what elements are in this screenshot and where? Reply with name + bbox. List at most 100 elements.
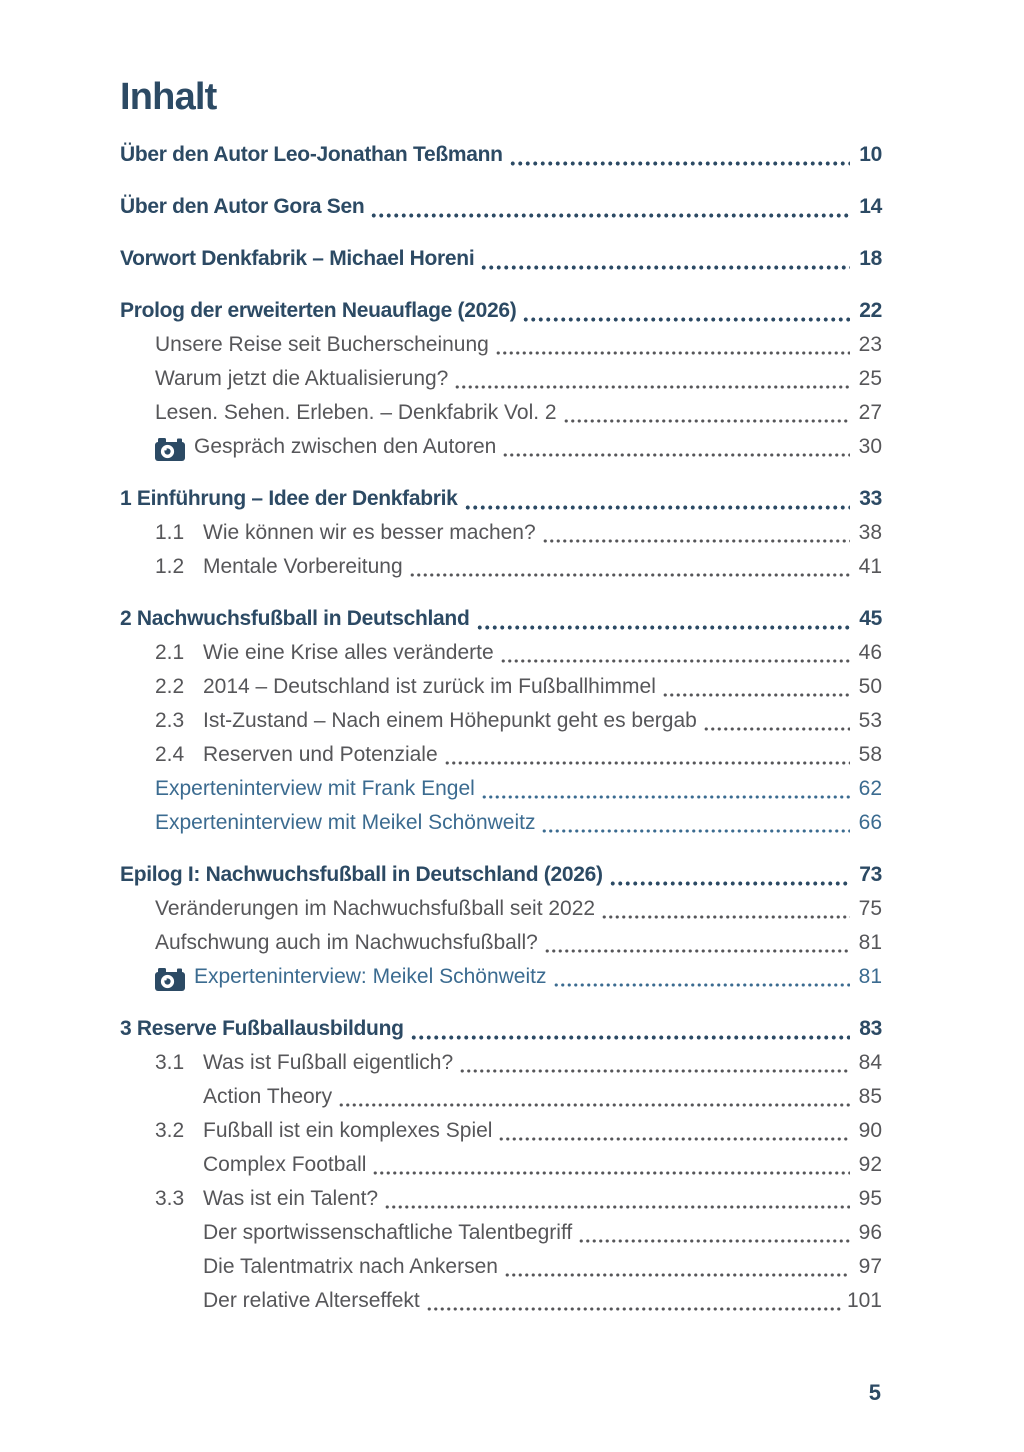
toc-entry: 1 Einführung – Idee der Denkfabrik 33 [120, 482, 882, 516]
toc-entry: 3.2 Fußball ist ein komplexes Spiel 90 [120, 1114, 882, 1148]
toc-entry: Complex Football 92 [120, 1148, 882, 1182]
toc-entry-label: Prolog der erweiterten Neuauflage (2026) [120, 299, 517, 322]
toc-entry-page-number: 33 [859, 487, 882, 510]
toc-entry-label: Die Talentmatrix nach Ankersen [203, 1255, 498, 1278]
toc-entry: 1.2 Mentale Vorbereitung 41 [120, 550, 882, 584]
toc-entry-label: Experteninterview: Meikel Schönweitz [194, 965, 547, 988]
toc-entry-page-number: 38 [858, 521, 882, 544]
toc-entry-page-number: 25 [858, 367, 882, 390]
toc-entry-number: 1.1 [155, 521, 185, 544]
toc-entry: Vorwort Denkfabrik – Michael Horeni 18 [120, 242, 882, 276]
toc-entry-page-number: 96 [858, 1221, 882, 1244]
toc-entry-page-number: 97 [858, 1255, 882, 1278]
toc-entry: Über den Autor Gora Sen 14 [120, 190, 882, 224]
camera-icon [155, 967, 185, 991]
toc-entry: Der sportwissenschaftliche Talentbegriff… [120, 1216, 882, 1250]
toc-entry-page-number: 73 [859, 863, 882, 886]
toc-entry-label: Fußball ist ein komplexes Spiel [203, 1119, 493, 1142]
toc-entry-label: Wie eine Krise alles veränderte [203, 641, 494, 664]
toc-entry-page-number: 14 [859, 195, 882, 218]
toc-entry-label: Was ist ein Talent? [203, 1187, 379, 1210]
toc-entry-page-number: 18 [859, 247, 882, 270]
toc-entry-label: Lesen. Sehen. Erleben. – Denkfabrik Vol.… [155, 401, 557, 424]
toc-entry: Experteninterview mit Frank Engel 62 [120, 772, 882, 806]
toc-entry: Aufschwung auch im Nachwuchsfußball? 81 [120, 926, 882, 960]
page-title: Inhalt [120, 76, 217, 118]
toc-entry: Action Theory 85 [120, 1080, 882, 1114]
dotted-leader [562, 419, 850, 423]
toc-entry-page-number: 27 [858, 401, 882, 424]
dotted-leader [608, 881, 850, 886]
toc-entry-label: Über den Autor Gora Sen [120, 195, 365, 218]
toc-entry-number: 3.1 [155, 1051, 185, 1074]
dotted-leader [498, 1137, 850, 1141]
toc-entry-label: Vorwort Denkfabrik – Michael Horeni [120, 247, 475, 270]
toc-entry: Lesen. Sehen. Erleben. – Denkfabrik Vol.… [120, 396, 882, 430]
toc-entry: 3.1 Was ist Fußball eigentlich? 84 [120, 1046, 882, 1080]
toc-entry: 2.4 Reserven und Potenziale 58 [120, 738, 882, 772]
toc-entry: 2.3 Ist-Zustand – Nach einem Höhepunkt ge… [120, 704, 882, 738]
toc-entry-label: Der sportwissenschaftliche Talentbegriff [203, 1221, 573, 1244]
toc-entry: Veränderungen im Nachwuchsfußball seit 2… [120, 892, 882, 926]
folio-page-number: 5 [868, 1380, 881, 1405]
toc-entry-page-number: 46 [858, 641, 882, 664]
toc-entry-label: Aufschwung auch im Nachwuchsfußball? [155, 931, 538, 954]
toc-entry-page-number: 90 [858, 1119, 882, 1142]
toc-entry-page-number: 81 [858, 965, 882, 988]
toc-entry: Über den Autor Leo-Jonathan Teßmann 10 [120, 138, 882, 172]
dotted-leader [338, 1103, 850, 1107]
toc-entry-label: Der relative Alterseffekt [203, 1289, 420, 1312]
toc-entry-label: Veränderungen im Nachwuchsfußball seit 2… [155, 897, 596, 920]
toc-entry-page-number: 50 [858, 675, 882, 698]
toc-entry: Epilog I: Nachwuchsfußball in Deutschlan… [120, 858, 882, 892]
toc-entry-number: 3.2 [155, 1119, 185, 1142]
toc-entry-label: 2 Nachwuchsfußball in Deutschland [120, 607, 470, 630]
dotted-leader [601, 915, 850, 919]
toc-entry: 1.1 Wie können wir es besser machen? 38 [120, 516, 882, 550]
dotted-leader [499, 659, 850, 663]
toc-entry-page-number: 101 [846, 1289, 882, 1312]
toc-entry-label: Experteninterview mit Frank Engel [155, 777, 475, 800]
toc-entry-page-number: 95 [858, 1187, 882, 1210]
toc-entry-page-number: 23 [858, 333, 882, 356]
dotted-leader [522, 317, 850, 322]
camera-icon [155, 437, 185, 461]
toc-entry: Die Talentmatrix nach Ankersen 97 [120, 1250, 882, 1284]
toc-entry-page-number: 83 [859, 1017, 882, 1040]
toc-entry-label: Mentale Vorbereitung [203, 555, 403, 578]
dotted-leader [425, 1307, 843, 1311]
toc-entry: Der relative Alterseffekt 101 [120, 1284, 882, 1318]
dotted-leader [443, 761, 850, 765]
toc-entry-page-number: 75 [858, 897, 882, 920]
toc-entry-label: Reserven und Potenziale [203, 743, 438, 766]
dotted-leader [463, 505, 850, 510]
toc-entry: Experteninterview: Meikel Schönweitz 81 [120, 960, 882, 994]
table-of-contents: Inhalt Über den Autor Leo-Jonathan Teßma… [120, 74, 882, 1318]
dotted-leader [454, 385, 850, 389]
toc-entry-number: 3.3 [155, 1187, 185, 1210]
toc-entry: Unsere Reise seit Bucherscheinung 23 [120, 328, 882, 362]
toc-entry-label: Wie können wir es besser machen? [203, 521, 536, 544]
dotted-leader [475, 625, 850, 630]
toc-entry: 3 Reserve Fußballausbildung 83 [120, 1012, 882, 1046]
toc-entry-label: Warum jetzt die Aktualisierung? [155, 367, 449, 390]
dotted-leader [480, 795, 850, 799]
dotted-leader [480, 265, 850, 270]
toc-entry: Experteninterview mit Meikel Schönweitz 6… [120, 806, 882, 840]
toc-entry: 2.2 2014 – Deutschland ist zurück im Fußb… [120, 670, 882, 704]
toc-entry-number: 2.1 [155, 641, 185, 664]
toc-entry-page-number: 30 [858, 435, 882, 458]
toc-entry: Warum jetzt die Aktualisierung? 25 [120, 362, 882, 396]
dotted-leader [372, 1171, 850, 1175]
dotted-leader [503, 1273, 850, 1277]
dotted-leader [408, 573, 850, 577]
dotted-leader [578, 1239, 850, 1243]
dotted-leader [409, 1035, 850, 1040]
toc-entry-number: 2.4 [155, 743, 185, 766]
toc-entry-number: 2.3 [155, 709, 185, 732]
toc-entry-page-number: 22 [859, 299, 882, 322]
toc-entry: 2.1 Wie eine Krise alles veränderte 46 [120, 636, 882, 670]
toc-entry-label: Ist-Zustand – Nach einem Höhepunkt geht … [203, 709, 697, 732]
toc-entry-label: Unsere Reise seit Bucherscheinung [155, 333, 489, 356]
